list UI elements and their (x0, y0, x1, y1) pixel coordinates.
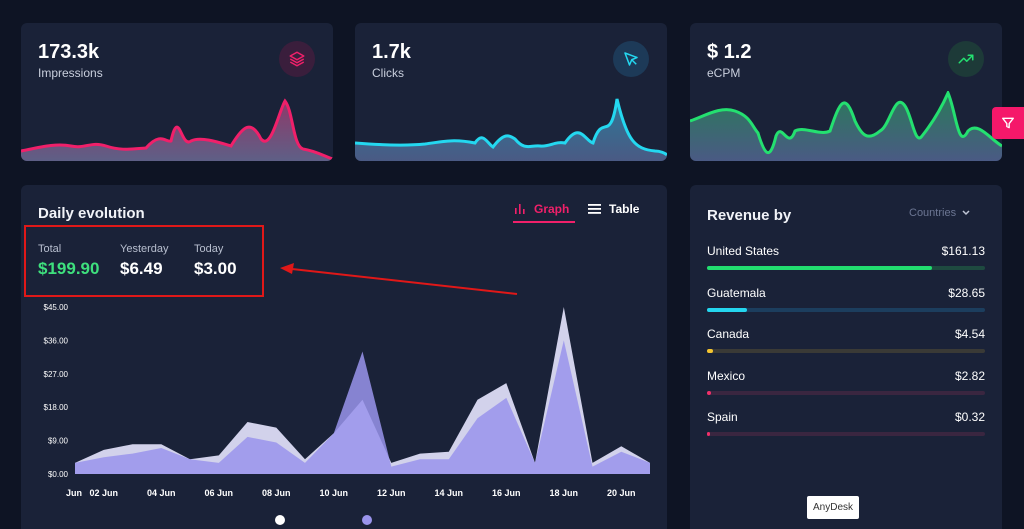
revenue-list: United States $161.13 Guatemala $28.65 Canad… (690, 244, 1002, 464)
y-tick-label: $18.00 (44, 403, 69, 412)
revenue-country-name: Guatemala (707, 285, 766, 300)
x-tick-label: 16 Jun (492, 488, 521, 498)
stat-yesterday-label: Yesterday (120, 243, 169, 255)
tab-table-label: Table (609, 202, 640, 216)
x-tick-label: 20 Jun (607, 488, 636, 498)
y-tick-label: $45.00 (44, 303, 69, 312)
kpi-value: $ 1.2 (707, 41, 752, 63)
revenue-amount: $2.82 (954, 368, 985, 383)
revenue-amount: $28.65 (948, 285, 985, 300)
revenue-title: Revenue by (707, 207, 792, 224)
revenue-row: Guatemala $28.65 (707, 286, 985, 316)
countries-selector[interactable]: Countries (909, 207, 970, 219)
x-tick-label: 08 Jun (262, 488, 291, 498)
kpi-card-ecpm: $ 1.2 eCPM (690, 23, 1002, 161)
layers-icon (279, 41, 315, 77)
revenue-amount: $161.13 (941, 244, 985, 258)
x-tick-label: 18 Jun (549, 488, 578, 498)
revenue-amount: $0.32 (954, 410, 985, 424)
trending-up-icon (948, 41, 984, 77)
tab-graph[interactable]: Graph (514, 202, 569, 216)
revenue-country-name: Spain (707, 410, 738, 424)
chevron-down-icon (962, 210, 970, 216)
ecpm-sparkline (690, 91, 1002, 161)
revenue-amount: $4.54 (954, 327, 985, 341)
revenue-progress-track (707, 432, 985, 436)
x-tick-label: 06 Jun (204, 488, 233, 498)
tab-graph-label: Graph (534, 202, 570, 216)
x-tick-label: 02 Jun (89, 488, 118, 498)
revenue-row: Mexico $2.82 (707, 369, 985, 399)
area-series-2 (75, 340, 650, 474)
annotation-highlight-box (24, 225, 264, 297)
cursor-icon (613, 41, 649, 77)
x-tick-label: 04 Jun (147, 488, 176, 498)
revenue-progress-track (707, 349, 985, 353)
kpi-value: 173.3k (38, 41, 100, 63)
y-tick-label: $9.00 (48, 437, 69, 446)
revenue-progress-fill (707, 432, 710, 436)
clicks-sparkline (355, 98, 667, 161)
stat-total-label: Total (38, 243, 62, 255)
kpi-label: eCPM (707, 66, 741, 80)
revenue-row: Canada $4.54 (707, 327, 985, 357)
kpi-value: 1.7k (372, 41, 411, 63)
filter-button[interactable] (992, 107, 1024, 139)
y-tick-label: $0.00 (48, 470, 69, 479)
countries-selector-label: Countries (909, 207, 957, 219)
legend-marker[interactable] (275, 515, 285, 525)
legend-marker[interactable] (362, 515, 372, 525)
kpi-label: Impressions (38, 66, 103, 80)
x-tick-label: 10 Jun (319, 488, 348, 498)
x-tick-label: Jun (66, 488, 82, 498)
bar-chart-icon (515, 204, 525, 214)
y-tick-label: $27.00 (44, 370, 69, 379)
anydesk-badge[interactable]: AnyDesk (807, 496, 859, 519)
filter-icon (1002, 117, 1014, 129)
kpi-card-impressions: 173.3k Impressions (21, 23, 333, 161)
revenue-card (690, 185, 1002, 529)
x-tick-label: 14 Jun (434, 488, 463, 498)
y-tick-label: $36.00 (44, 336, 69, 345)
revenue-progress-fill (707, 390, 711, 395)
revenue-country-name: Canada (707, 327, 750, 341)
tab-table[interactable]: Table (588, 202, 639, 216)
revenue-country-name: United States (707, 244, 780, 258)
daily-evolution-title: Daily evolution (38, 205, 145, 222)
revenue-progress-track (707, 266, 985, 270)
list-icon (588, 204, 601, 214)
stat-today-label: Today (194, 243, 224, 255)
stat-total-value: $199.90 (38, 259, 100, 278)
kpi-card-clicks: 1.7k Clicks (355, 23, 667, 161)
revenue-country-name: Mexico (707, 368, 746, 383)
daily-evolution-chart: $0.00 $9.00 $18.00 $27.00 $36.00 $45.00 Jun 02 … (44, 303, 650, 525)
revenue-progress-fill (707, 349, 714, 353)
revenue-progress-track (707, 307, 985, 312)
impressions-sparkline (21, 98, 333, 161)
revenue-row: United States $161.13 (707, 244, 985, 274)
revenue-row: Spain $0.32 (707, 410, 985, 440)
tab-graph-underline (513, 221, 575, 223)
x-tick-label: 12 Jun (377, 488, 406, 498)
revenue-progress-track (707, 390, 985, 395)
stat-today-value: $3.00 (194, 259, 237, 278)
stat-yesterday-value: $6.49 (120, 259, 163, 278)
revenue-progress-fill (707, 307, 748, 312)
kpi-label: Clicks (372, 66, 404, 80)
revenue-progress-fill (707, 266, 933, 270)
